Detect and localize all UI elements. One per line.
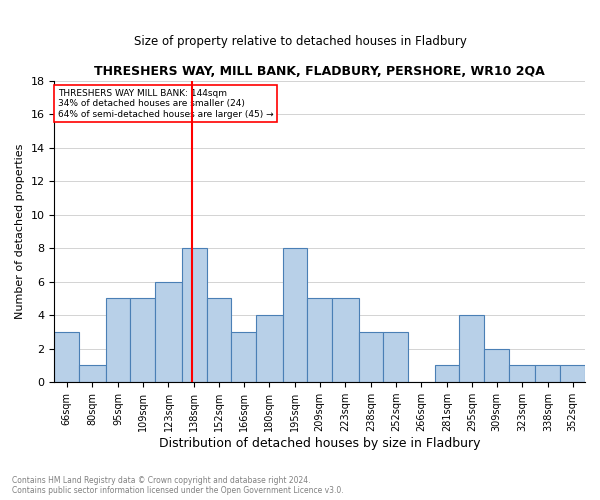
Bar [460, 315, 484, 382]
Title: THRESHERS WAY, MILL BANK, FLADBURY, PERSHORE, WR10 2QA: THRESHERS WAY, MILL BANK, FLADBURY, PERS… [94, 65, 545, 78]
Bar [484, 348, 509, 382]
Bar [283, 248, 307, 382]
Bar [155, 282, 182, 382]
Bar [231, 332, 256, 382]
Bar [509, 366, 535, 382]
Bar [307, 298, 332, 382]
Text: THRESHERS WAY MILL BANK: 144sqm
34% of detached houses are smaller (24)
64% of s: THRESHERS WAY MILL BANK: 144sqm 34% of d… [58, 89, 274, 118]
Bar [106, 298, 130, 382]
Bar [79, 366, 106, 382]
Bar [256, 315, 283, 382]
Bar [383, 332, 408, 382]
Bar [560, 366, 585, 382]
Text: Contains HM Land Registry data © Crown copyright and database right 2024.
Contai: Contains HM Land Registry data © Crown c… [12, 476, 344, 495]
Y-axis label: Number of detached properties: Number of detached properties [15, 144, 25, 319]
Bar [130, 298, 155, 382]
Bar [434, 366, 460, 382]
X-axis label: Distribution of detached houses by size in Fladbury: Distribution of detached houses by size … [159, 437, 481, 450]
Bar [535, 366, 560, 382]
Text: Size of property relative to detached houses in Fladbury: Size of property relative to detached ho… [134, 35, 466, 48]
Bar [359, 332, 383, 382]
Bar [332, 298, 359, 382]
Bar [182, 248, 206, 382]
Bar [206, 298, 231, 382]
Bar [55, 332, 79, 382]
